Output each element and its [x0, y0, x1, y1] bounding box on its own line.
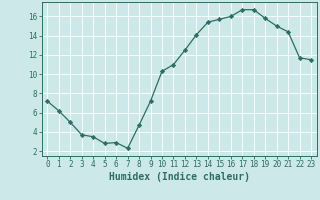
X-axis label: Humidex (Indice chaleur): Humidex (Indice chaleur): [109, 172, 250, 182]
